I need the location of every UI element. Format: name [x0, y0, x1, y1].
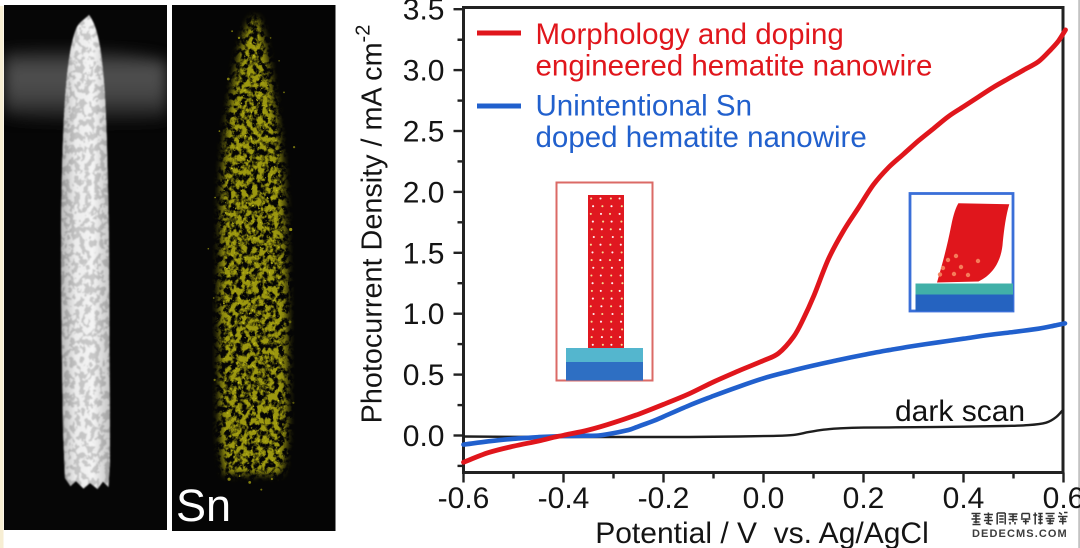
svg-text:2.5: 2.5 [403, 116, 445, 149]
svg-text:Sn: Sn [176, 480, 231, 531]
svg-text:0.4: 0.4 [943, 482, 985, 515]
svg-text:1.0: 1.0 [403, 298, 445, 331]
svg-text:0.0: 0.0 [403, 420, 445, 453]
svg-text:engineered hematite nanowire: engineered hematite nanowire [536, 50, 933, 83]
svg-text:0.6: 0.6 [1043, 482, 1080, 515]
svg-text:-0.4: -0.4 [538, 482, 590, 515]
svg-text:1.5: 1.5 [403, 237, 445, 270]
svg-text:0.5: 0.5 [403, 359, 445, 392]
svg-text:3.5: 3.5 [403, 0, 445, 27]
svg-text:3.0: 3.0 [403, 55, 445, 88]
svg-text:doped hematite nanowire: doped hematite nanowire [536, 121, 867, 154]
svg-text:Potential / V vs. Ag/AgCl: Potential / V vs. Ag/AgCl [595, 517, 929, 548]
svg-text:Photocurrent Density / mA cm-2: Photocurrent Density / mA cm-2 [353, 25, 389, 424]
svg-text:0.2: 0.2 [843, 482, 885, 515]
svg-text:0.0: 0.0 [743, 482, 785, 515]
svg-text:Unintentional Sn: Unintentional Sn [536, 90, 752, 123]
svg-text:dark scan: dark scan [895, 395, 1025, 428]
svg-text:Morphology and doping: Morphology and doping [536, 18, 844, 51]
svg-text:-0.6: -0.6 [438, 482, 490, 515]
svg-text:-0.2: -0.2 [638, 482, 690, 515]
svg-text:2.0: 2.0 [403, 176, 445, 209]
svg-text:DEDECMS.COM: DEDECMS.COM [972, 528, 1068, 540]
